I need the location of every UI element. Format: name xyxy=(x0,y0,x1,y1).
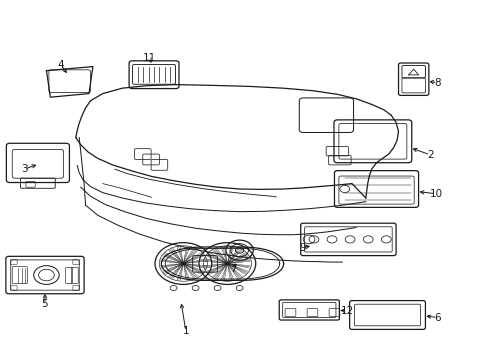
Text: 6: 6 xyxy=(433,312,440,323)
Text: 4: 4 xyxy=(58,60,64,70)
Text: 11: 11 xyxy=(142,53,156,63)
Text: 7: 7 xyxy=(230,264,237,274)
Text: 10: 10 xyxy=(429,189,442,199)
Text: 2: 2 xyxy=(426,150,433,160)
Text: 1: 1 xyxy=(182,326,189,336)
Text: 3: 3 xyxy=(21,164,28,174)
Text: 9: 9 xyxy=(298,243,305,253)
Text: 5: 5 xyxy=(41,299,48,309)
Text: 8: 8 xyxy=(433,78,440,88)
Text: 12: 12 xyxy=(340,306,353,316)
